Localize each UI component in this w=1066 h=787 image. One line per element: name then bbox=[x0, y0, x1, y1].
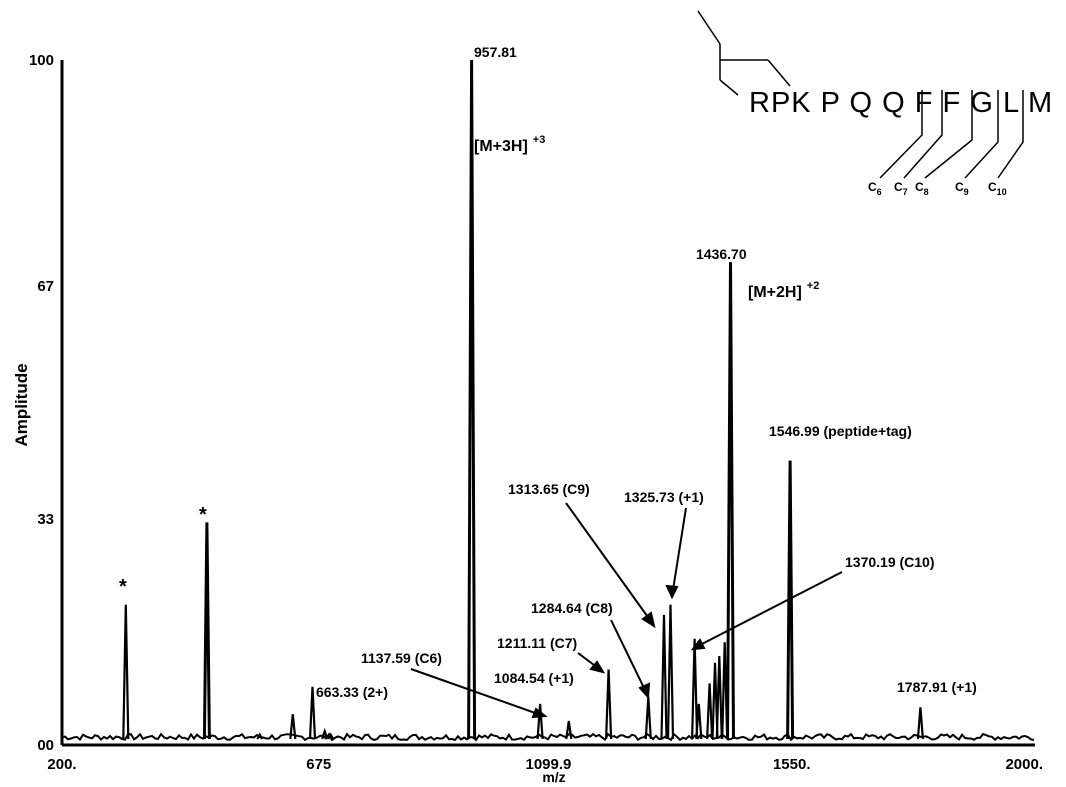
spectrum-peak bbox=[321, 727, 329, 740]
spectrum-peak bbox=[706, 683, 714, 740]
peak-label-1325: 1325.73 (+1) bbox=[624, 489, 704, 505]
peak-label-1370: 1370.19 (C10) bbox=[845, 554, 935, 570]
peak-label-1436: 1436.70 bbox=[696, 246, 747, 262]
x-tick-label: 1099.9 bbox=[526, 756, 572, 773]
fragment-cleavage-lines bbox=[879, 90, 1024, 179]
y-tick-labels: 00 33 67 100 bbox=[29, 52, 54, 754]
spectrum-peak bbox=[786, 460, 795, 740]
fragment-c8: C8 bbox=[915, 180, 929, 197]
asterisk-label-2: * bbox=[199, 504, 207, 526]
spectrum-peak bbox=[202, 522, 211, 740]
fragment-c9: C9 bbox=[955, 180, 969, 197]
spectrum-peak bbox=[695, 703, 703, 740]
tag-structure-lines bbox=[697, 10, 791, 96]
spectrum-peak bbox=[536, 703, 544, 740]
peak-label-1313: 1313.65 (C9) bbox=[508, 481, 590, 497]
ion-label-m2h: [M+2H] +2 bbox=[748, 280, 819, 301]
peak-label-1546: 1546.99 (peptide+tag) bbox=[769, 423, 912, 439]
x-tick-label: 675 bbox=[306, 756, 331, 773]
y-tick-label: 100 bbox=[29, 52, 54, 69]
y-tick-label: 33 bbox=[37, 511, 54, 528]
x-tick-labels: 200. 675 1099.9 1550. 2000. bbox=[47, 756, 1043, 773]
spectrum-peak bbox=[726, 262, 735, 740]
spectrum-peak bbox=[467, 59, 477, 740]
fragment-c10: C10 bbox=[988, 180, 1007, 197]
peak-label-1211: 1211.11 (C7) bbox=[497, 635, 577, 651]
x-tick-label: 200. bbox=[47, 756, 76, 773]
ion-label-m3h: [M+3H] +3 bbox=[474, 134, 545, 155]
spectrum-peak bbox=[256, 732, 264, 740]
annotation-arrows bbox=[410, 502, 843, 719]
y-tick-label: 00 bbox=[37, 737, 54, 754]
spectrum-peak bbox=[666, 604, 675, 740]
peptide-sequence: RPK P Q Q F F G L M bbox=[749, 87, 1053, 119]
spectrum-peak bbox=[327, 732, 335, 740]
spectrum-peak bbox=[660, 614, 668, 740]
fragment-c6: C6 bbox=[868, 180, 882, 197]
spectrum-peak bbox=[691, 638, 699, 740]
x-axis-title: m/z bbox=[542, 769, 565, 785]
peak-label-663: 663.33 (2+) bbox=[316, 684, 388, 700]
peak-label-1084: 1084.54 (+1) bbox=[494, 670, 574, 686]
peak-label-1137: 1137.59 (C6) bbox=[361, 650, 442, 666]
x-tick-label: 2000. bbox=[1005, 756, 1043, 773]
fragment-c7: C7 bbox=[894, 180, 908, 197]
spectrum-peak bbox=[565, 720, 573, 740]
spectrum-peak bbox=[605, 669, 613, 740]
spectrum-peaks bbox=[122, 59, 924, 740]
asterisk-label-1: * bbox=[119, 576, 127, 598]
peak-label-1284: 1284.64 (C8) bbox=[531, 600, 613, 616]
peptide-structure: RPK P Q Q F F G L M C6 C7 C8 C9 C10 bbox=[697, 10, 1053, 197]
spectrum-peak bbox=[715, 655, 723, 740]
peak-label-1787: 1787.91 (+1) bbox=[897, 679, 977, 695]
spectrum-peak bbox=[308, 686, 317, 740]
spectrum-peak bbox=[289, 714, 297, 740]
y-axis-title: Amplitude bbox=[12, 363, 31, 446]
x-tick-label: 1550. bbox=[773, 756, 811, 773]
peak-label-957: 957.81 bbox=[474, 44, 517, 60]
peak-annotations: 957.81 1436.70 1546.99 (peptide+tag) 131… bbox=[119, 44, 977, 700]
spectrum-peak bbox=[122, 604, 130, 740]
spectrum-peak bbox=[916, 707, 924, 740]
baseline-noise-trace bbox=[61, 732, 1035, 742]
spectrum-peak bbox=[644, 696, 652, 740]
y-tick-label: 67 bbox=[37, 278, 54, 295]
